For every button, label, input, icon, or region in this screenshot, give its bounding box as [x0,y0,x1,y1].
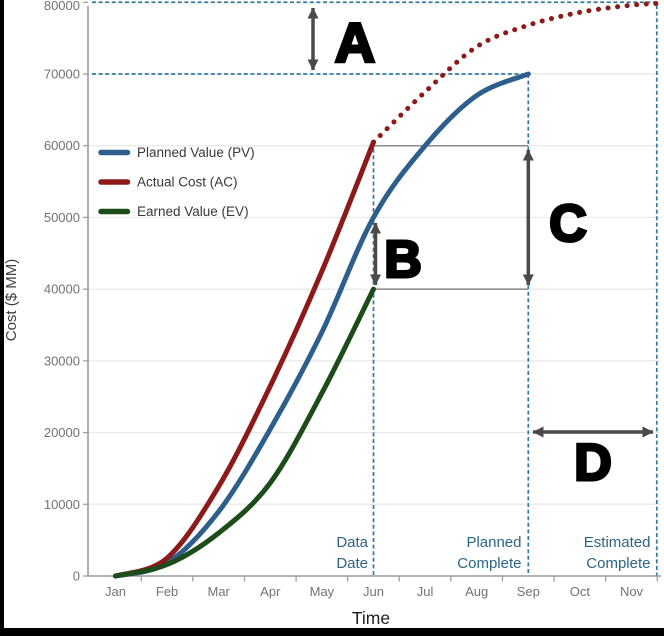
y-tick-label: 70000 [44,67,80,82]
x-tick-label-jun: Jun [363,584,384,599]
y-tick-label: 0 [73,569,80,584]
frame-left-border [0,0,4,636]
y-tick-label: 30000 [44,353,80,368]
connector-lines [373,144,529,290]
y-tick-label: 60000 [44,138,80,153]
annotation-arrows [307,7,654,438]
x-tick-label-may: May [310,584,335,599]
legend-label: Planned Value (PV) [137,145,255,160]
x-axis-title: Time [352,608,390,628]
annotation-letters: A B C D [333,10,613,494]
axes [87,6,661,577]
x-tick-label-sep: Sep [517,584,540,599]
planned-complete-label-line1: Planned [466,534,521,551]
frame-bottom-border [0,628,664,636]
annotation-letter-C: C [549,195,587,253]
y-tick-label: 20000 [44,425,80,440]
pv-curve [113,71,531,579]
x-tick-label-oct: Oct [570,584,591,599]
x-tick-label-jul: Jul [417,584,434,599]
annotation-letter-A: A [335,11,375,74]
data-date-label-line1: Data [336,534,368,551]
data-date-label-line2: Date [336,555,368,572]
milestone-labels: Data Date Planned Complete Estimated Com… [336,534,650,572]
estimated-complete-label-line1: Estimated [584,534,651,551]
legend-label: Earned Value (EV) [137,204,249,219]
y-tick-label: 50000 [44,210,80,225]
estimated-complete-label-line2: Complete [586,555,650,572]
y-axis-title: Cost ($ MM) [3,259,20,342]
legend: Planned Value (PV) Actual Cost (AC) Earned… [98,145,255,219]
x-tick-label-mar: Mar [208,584,231,599]
annotation-letter-B: B [384,231,422,289]
ac-curve [113,139,376,579]
data-curves [113,0,660,579]
y-tick-label: 80000 [44,0,80,13]
axis-ticks: 0 10000 20000 30000 40000 50000 60000 70000 8000… [44,0,658,599]
x-tick-label-apr: Apr [260,584,281,599]
planned-complete-label-line2: Complete [457,555,521,572]
y-tick-label: 40000 [44,282,80,297]
legend-label: Actual Cost (AC) [137,175,238,190]
dashed-guide-lines [92,1,658,576]
x-tick-label-nov: Nov [620,584,644,599]
x-tick-label-feb: Feb [156,584,178,599]
y-tick-label: 10000 [44,497,80,512]
annotation-letter-D: D [574,434,612,492]
x-tick-label-aug: Aug [465,584,488,599]
ev-curve [113,286,376,579]
x-tick-label-jan: Jan [105,584,126,599]
